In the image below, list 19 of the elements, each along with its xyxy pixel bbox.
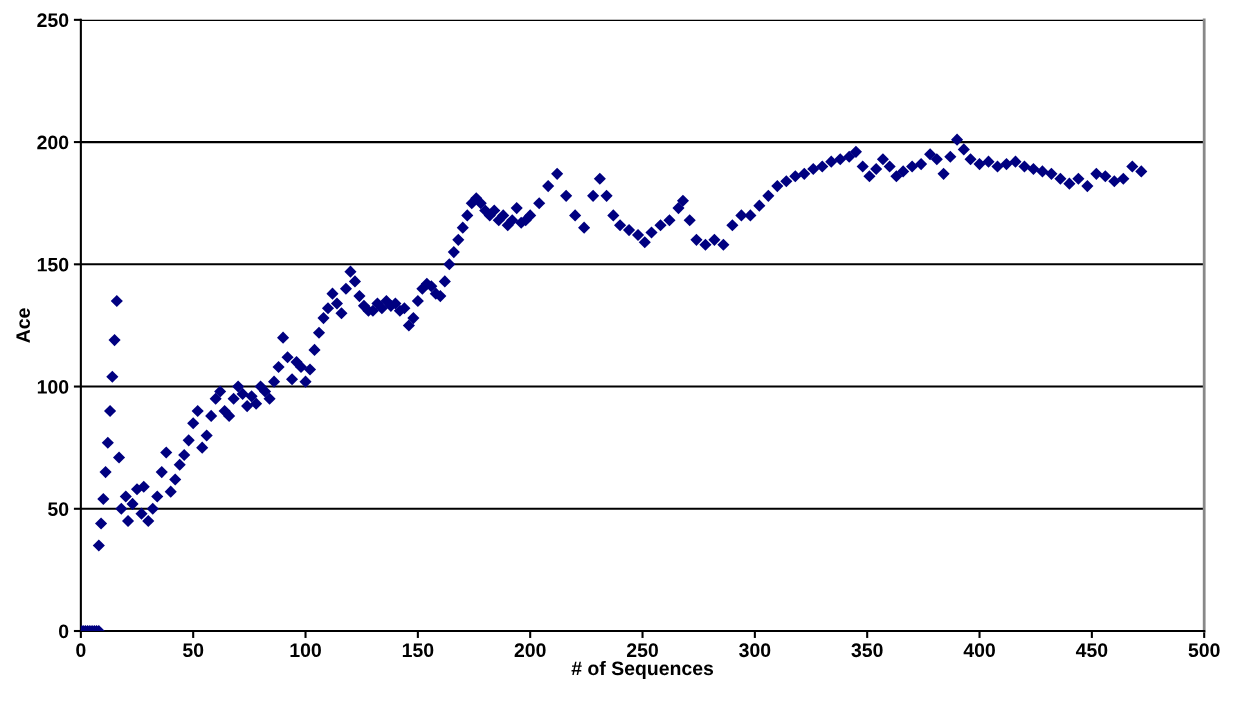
y-tick-label: 0	[59, 624, 69, 639]
x-tick-label: 250	[626, 643, 658, 658]
x-tick-label: 350	[851, 643, 883, 658]
y-tick-label: 200	[37, 135, 69, 150]
x-tick-label: 500	[1188, 643, 1220, 658]
x-tick-label: 100	[290, 643, 321, 658]
x-tick-label: 0	[76, 643, 86, 658]
x-tick-label: 150	[402, 643, 434, 658]
y-tick-label: 250	[37, 13, 69, 28]
x-tick-label: 50	[182, 643, 204, 658]
x-tick-label: 400	[963, 643, 995, 658]
y-axis-title: Ace	[16, 308, 30, 343]
y-tick-label: 100	[37, 380, 69, 394]
y-tick-label: 150	[37, 257, 69, 272]
x-tick-label: 450	[1075, 643, 1108, 658]
x-axis-title: # of Sequences	[571, 660, 714, 680]
x-tick-label: 300	[739, 643, 771, 658]
x-tick-label: 200	[514, 643, 546, 658]
y-tick-label: 50	[48, 502, 69, 517]
